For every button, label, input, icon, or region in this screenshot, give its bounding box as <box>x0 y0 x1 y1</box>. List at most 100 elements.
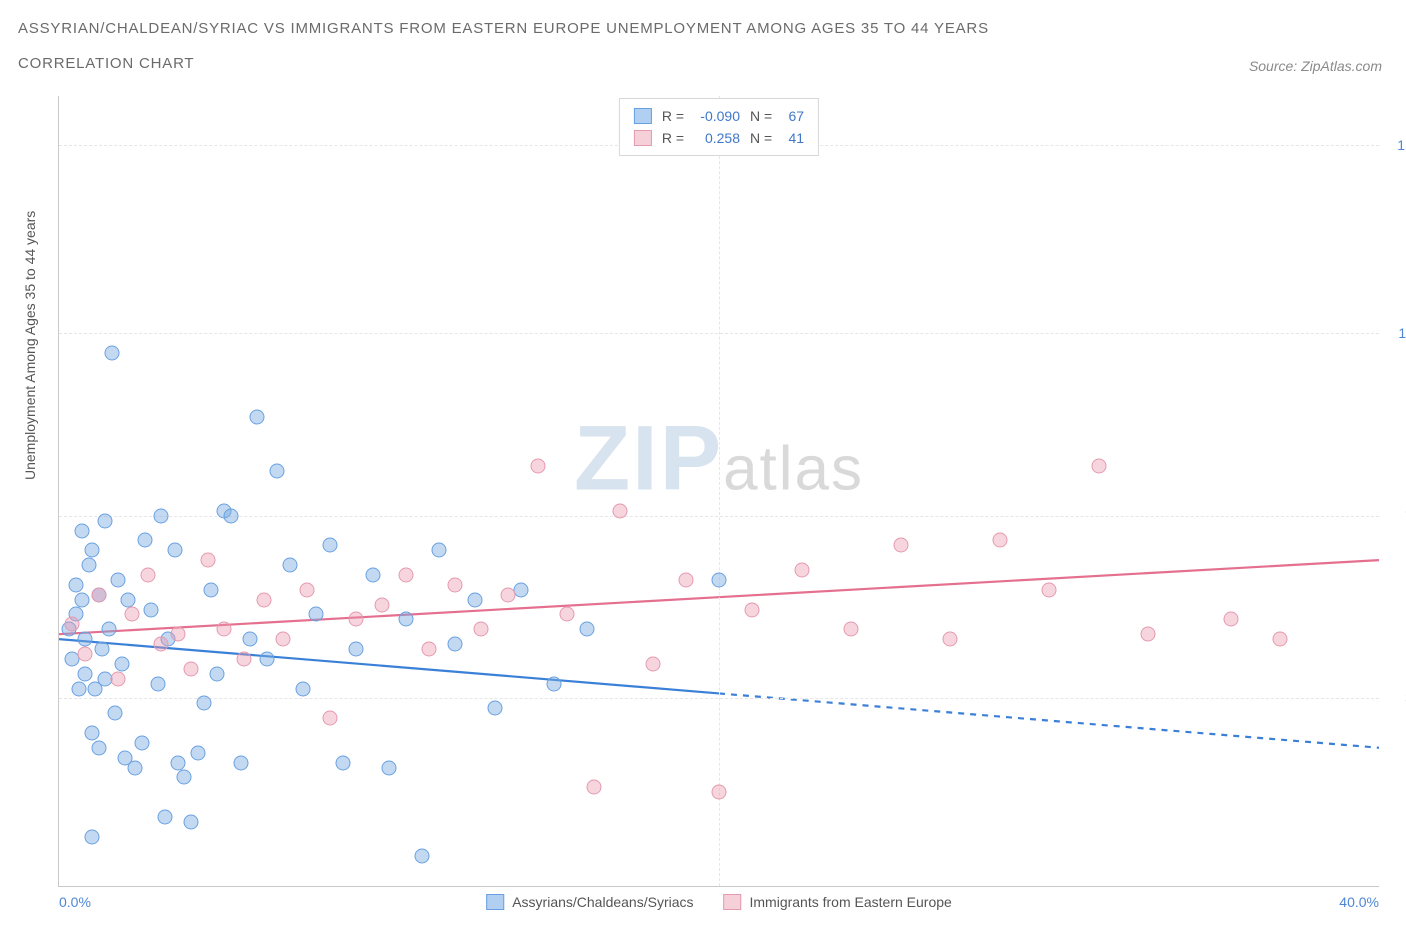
scatter-point-blue <box>91 740 106 755</box>
scatter-point-pink <box>421 642 436 657</box>
scatter-point-blue <box>154 508 169 523</box>
scatter-point-blue <box>78 666 93 681</box>
scatter-point-blue <box>197 696 212 711</box>
source-label: Source: ZipAtlas.com <box>1249 58 1382 74</box>
scatter-point-pink <box>1223 612 1238 627</box>
scatter-point-blue <box>184 814 199 829</box>
scatter-point-blue <box>365 567 380 582</box>
scatter-point-blue <box>108 706 123 721</box>
y-tick-label: 15.0% <box>1387 137 1406 153</box>
scatter-point-pink <box>184 661 199 676</box>
y-tick-label: 3.8% <box>1387 690 1406 706</box>
scatter-point-pink <box>111 671 126 686</box>
scatter-point-blue <box>580 622 595 637</box>
scatter-point-pink <box>448 577 463 592</box>
scatter-point-blue <box>712 572 727 587</box>
scatter-point-pink <box>276 632 291 647</box>
scatter-point-blue <box>137 533 152 548</box>
y-tick-label: 11.2% <box>1387 325 1406 341</box>
scatter-point-pink <box>375 597 390 612</box>
series-label-pink: Immigrants from Eastern Europe <box>750 894 952 910</box>
scatter-point-pink <box>398 567 413 582</box>
legend-swatch-pink-2 <box>724 894 742 910</box>
scatter-point-blue <box>114 656 129 671</box>
scatter-point-pink <box>1273 632 1288 647</box>
scatter-point-pink <box>141 567 156 582</box>
x-tick-label: 0.0% <box>59 894 91 910</box>
scatter-point-blue <box>398 612 413 627</box>
scatter-point-blue <box>111 572 126 587</box>
scatter-point-blue <box>259 651 274 666</box>
scatter-point-blue <box>170 755 185 770</box>
scatter-point-blue <box>98 513 113 528</box>
scatter-point-pink <box>586 780 601 795</box>
scatter-point-blue <box>382 760 397 775</box>
scatter-point-blue <box>151 676 166 691</box>
scatter-point-blue <box>104 345 119 360</box>
scatter-point-blue <box>101 622 116 637</box>
scatter-point-blue <box>269 464 284 479</box>
scatter-point-blue <box>85 543 100 558</box>
scatter-point-blue <box>85 725 100 740</box>
scatter-point-pink <box>943 632 958 647</box>
scatter-point-blue <box>547 676 562 691</box>
scatter-point-blue <box>144 602 159 617</box>
scatter-point-pink <box>1141 627 1156 642</box>
scatter-point-blue <box>121 592 136 607</box>
y-axis-label: Unemployment Among Ages 35 to 44 years <box>22 211 38 480</box>
scatter-point-blue <box>467 592 482 607</box>
scatter-point-pink <box>299 582 314 597</box>
scatter-point-blue <box>75 523 90 538</box>
scatter-plot: ZIPatlas R = -0.090 N = 67 R = 0.258 N =… <box>58 96 1379 887</box>
scatter-point-pink <box>679 572 694 587</box>
scatter-point-blue <box>309 607 324 622</box>
scatter-point-blue <box>431 543 446 558</box>
scatter-point-pink <box>500 587 515 602</box>
chart-title-line1: ASSYRIAN/CHALDEAN/SYRIAC VS IMMIGRANTS F… <box>18 20 989 37</box>
series-label-blue: Assyrians/Chaldeans/Syriacs <box>512 894 693 910</box>
scatter-point-pink <box>349 612 364 627</box>
y-tick-label: 7.5% <box>1387 508 1406 524</box>
scatter-point-blue <box>75 592 90 607</box>
scatter-point-blue <box>203 582 218 597</box>
scatter-point-pink <box>91 587 106 602</box>
scatter-point-blue <box>177 770 192 785</box>
scatter-point-pink <box>992 533 1007 548</box>
scatter-point-blue <box>487 701 502 716</box>
scatter-point-pink <box>1042 582 1057 597</box>
legend-swatch-blue-2 <box>486 894 504 910</box>
scatter-point-blue <box>514 582 529 597</box>
scatter-point-blue <box>157 809 172 824</box>
scatter-point-pink <box>646 656 661 671</box>
legend-series: Assyrians/Chaldeans/Syriacs Immigrants f… <box>486 894 952 910</box>
legend-swatch-blue <box>634 108 652 124</box>
scatter-point-blue <box>78 632 93 647</box>
scatter-point-pink <box>236 651 251 666</box>
scatter-point-pink <box>78 646 93 661</box>
x-tick-label: 40.0% <box>1339 894 1379 910</box>
gridline-v <box>719 96 720 886</box>
scatter-point-blue <box>71 681 86 696</box>
scatter-point-pink <box>893 538 908 553</box>
scatter-point-blue <box>448 637 463 652</box>
scatter-point-pink <box>200 553 215 568</box>
scatter-point-blue <box>233 755 248 770</box>
scatter-point-pink <box>530 459 545 474</box>
scatter-point-blue <box>243 632 258 647</box>
scatter-point-blue <box>167 543 182 558</box>
scatter-point-pink <box>322 711 337 726</box>
scatter-point-pink <box>712 785 727 800</box>
scatter-point-pink <box>613 503 628 518</box>
scatter-point-pink <box>474 622 489 637</box>
scatter-point-pink <box>65 617 80 632</box>
scatter-point-pink <box>794 563 809 578</box>
scatter-point-blue <box>415 849 430 864</box>
scatter-point-blue <box>335 755 350 770</box>
legend-swatch-pink <box>634 130 652 146</box>
scatter-point-blue <box>250 409 265 424</box>
scatter-point-pink <box>217 622 232 637</box>
legend-stats: R = -0.090 N = 67 R = 0.258 N = 41 <box>619 98 819 156</box>
scatter-point-pink <box>1091 459 1106 474</box>
scatter-point-blue <box>296 681 311 696</box>
scatter-point-blue <box>349 642 364 657</box>
